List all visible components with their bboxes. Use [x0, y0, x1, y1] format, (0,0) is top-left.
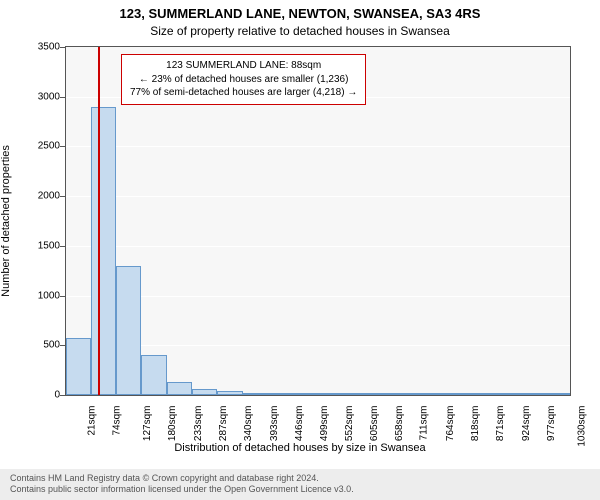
- grid-line: [66, 246, 570, 247]
- x-tick-label: 818sqm: [470, 406, 481, 442]
- footer: Contains HM Land Registry data © Crown c…: [0, 469, 600, 500]
- chart-title-line2: Size of property relative to detached ho…: [0, 24, 600, 38]
- x-tick-label: 871sqm: [495, 406, 506, 442]
- histogram-bar: [368, 393, 393, 395]
- plot-area: 123 SUMMERLAND LANE: 88sqm ← 23% of deta…: [65, 46, 571, 396]
- x-axis-label: Distribution of detached houses by size …: [0, 442, 600, 454]
- annotation-line3: 77% of semi-detached houses are larger (…: [130, 86, 357, 100]
- histogram-bar: [495, 393, 520, 395]
- histogram-bar: [217, 391, 242, 395]
- y-tick-label: 500: [10, 340, 60, 351]
- histogram-bar: [167, 382, 192, 395]
- y-tick-label: 1000: [10, 290, 60, 301]
- grid-line: [66, 146, 570, 147]
- x-tick-label: 605sqm: [369, 406, 380, 442]
- chart-container: 123, SUMMERLAND LANE, NEWTON, SWANSEA, S…: [0, 0, 600, 500]
- histogram-bar: [141, 355, 166, 395]
- y-tick-label: 3000: [10, 91, 60, 102]
- histogram-bar: [116, 266, 141, 395]
- histogram-bar: [393, 393, 418, 395]
- histogram-bar: [192, 389, 217, 395]
- x-tick-label: 21sqm: [87, 406, 98, 436]
- y-axis-label: Number of detached properties: [0, 145, 12, 297]
- y-tick-label: 3500: [10, 42, 60, 53]
- chart-title-line1: 123, SUMMERLAND LANE, NEWTON, SWANSEA, S…: [0, 6, 600, 21]
- histogram-bar: [268, 393, 293, 395]
- y-tick-label: 1500: [10, 240, 60, 251]
- histogram-bar: [66, 338, 91, 395]
- histogram-bar: [520, 393, 545, 395]
- x-tick-label: 711sqm: [419, 406, 430, 441]
- x-tick-label: 127sqm: [142, 406, 153, 442]
- histogram-bar: [243, 393, 268, 395]
- y-tick-label: 2000: [10, 191, 60, 202]
- x-tick-label: 74sqm: [112, 406, 123, 436]
- histogram-bar: [419, 393, 444, 395]
- x-tick-label: 924sqm: [521, 406, 532, 442]
- histogram-bar: [545, 393, 570, 395]
- histogram-bar: [343, 393, 368, 395]
- x-tick-label: 340sqm: [243, 406, 254, 442]
- x-tick-label: 233sqm: [193, 406, 204, 442]
- x-tick-label: 552sqm: [344, 406, 355, 442]
- x-tick-label: 393sqm: [269, 406, 280, 442]
- x-tick-label: 977sqm: [546, 406, 557, 442]
- footer-line1: Contains HM Land Registry data © Crown c…: [10, 473, 590, 485]
- grid-line: [66, 345, 570, 346]
- x-tick-label: 658sqm: [394, 406, 405, 442]
- histogram-bar: [469, 393, 494, 395]
- grid-line: [66, 196, 570, 197]
- property-marker-line: [98, 47, 100, 395]
- histogram-bar: [318, 393, 343, 395]
- grid-line: [66, 296, 570, 297]
- x-tick-label: 1030sqm: [576, 406, 587, 447]
- x-tick-label: 764sqm: [445, 406, 456, 442]
- x-tick-label: 499sqm: [319, 406, 330, 442]
- annotation-line2: ← 23% of detached houses are smaller (1,…: [130, 73, 357, 87]
- x-tick-label: 180sqm: [168, 406, 179, 442]
- footer-line2: Contains public sector information licen…: [10, 484, 590, 496]
- histogram-bar: [444, 393, 469, 395]
- annotation-box: 123 SUMMERLAND LANE: 88sqm ← 23% of deta…: [121, 54, 366, 105]
- histogram-bar: [91, 107, 116, 395]
- x-tick-label: 287sqm: [218, 406, 229, 442]
- annotation-line1: 123 SUMMERLAND LANE: 88sqm: [130, 59, 357, 73]
- x-tick-label: 446sqm: [294, 406, 305, 442]
- y-tick-label: 0: [10, 390, 60, 401]
- y-tick-label: 2500: [10, 141, 60, 152]
- histogram-bar: [293, 393, 318, 395]
